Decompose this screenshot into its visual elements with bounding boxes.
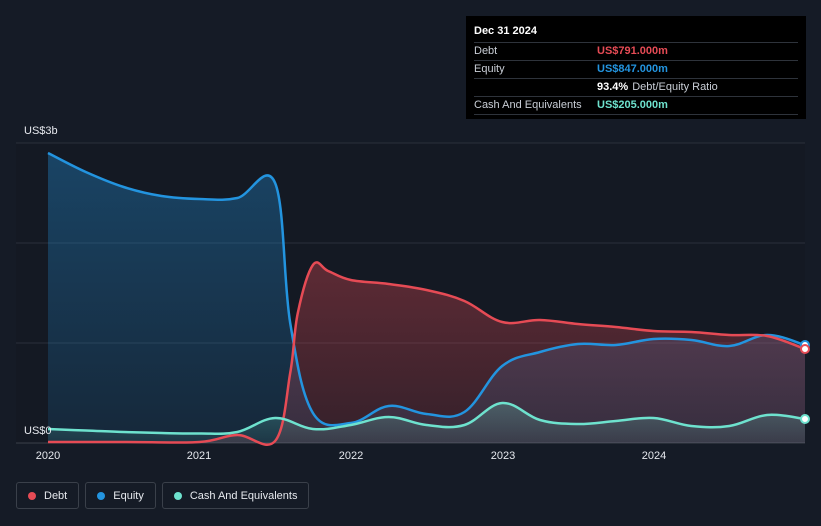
tooltip-value-cash: US$205.000m [597,99,668,111]
y-axis-top-label: US$3b [24,125,58,137]
tooltip-row-equity: Equity US$847.000m [474,60,798,78]
legend-item-cash[interactable]: Cash And Equivalents [161,482,310,509]
x-tick-2022: 2022 [338,450,364,462]
tooltip-row-ratio: 93.4% Debt/Equity Ratio [474,78,798,96]
x-tick-2021: 2021 [186,450,212,462]
tooltip-value-debt: US$791.000m [597,45,668,57]
legend-item-equity[interactable]: Equity [85,482,156,509]
y-axis-bottom-label: US$0 [24,425,52,437]
tooltip-label-debt: Debt [474,45,498,57]
end-marker-debt [800,344,810,354]
legend-dot-equity-icon [97,491,106,500]
end-marker-cash-and-equivalents [800,414,810,424]
tooltip-ratio-caption: Debt/Equity Ratio [632,81,718,93]
tooltip: Dec 31 2024 Debt US$791.000m Equity US$8… [466,16,806,119]
tooltip-value-ratio: 93.4% [597,81,629,93]
x-tick-2024: 2024 [641,450,667,462]
legend-item-debt[interactable]: Debt [16,482,80,509]
tooltip-label-equity: Equity [474,63,505,75]
legend-dot-debt-icon [28,491,36,500]
legend-label-cash: Cash And Equivalents [189,489,298,502]
end-markers [800,340,810,424]
area-debt [48,262,805,445]
tooltip-value-equity: US$847.000m [597,63,668,75]
series-lines [47,151,806,446]
line-cash-and-equivalents [47,401,806,435]
tooltip-date: Dec 31 2024 [474,25,537,37]
tooltip-label-ratio [474,79,597,96]
tooltip-label-cash: Cash And Equivalents [474,99,582,111]
legend-label-equity: Equity [113,489,144,502]
line-debt [48,261,806,446]
legend-label-debt: Debt [44,489,68,502]
tooltip-row-cash: Cash And Equivalents US$205.000m [474,96,798,115]
tooltip-row-debt: Debt US$791.000m [474,42,798,60]
line-equity [47,151,806,427]
legend-dot-cash-icon [173,491,182,500]
x-tick-2020: 2020 [35,450,61,462]
legend: Debt Equity Cash And Equivalents [16,482,310,509]
x-tick-2023: 2023 [490,450,516,462]
